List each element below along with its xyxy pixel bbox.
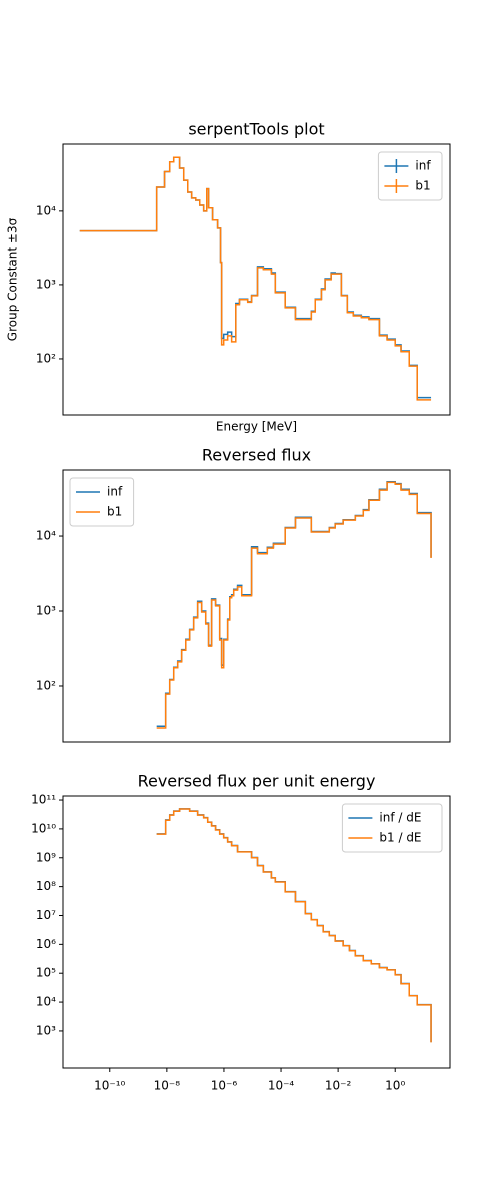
- y-tick-label: 10¹⁰: [31, 821, 56, 835]
- subplot: serpentTools plot Energy [MeV] Group Const…: [6, 120, 451, 434]
- legend-label: inf: [107, 485, 123, 499]
- axes-frame: [62, 795, 451, 1069]
- y-tick-label: 10³: [36, 604, 56, 618]
- legend-label: inf: [415, 159, 431, 173]
- x-tick-label: 10⁻⁸: [154, 1079, 181, 1093]
- step-line: [156, 808, 432, 1043]
- step-line: [79, 156, 432, 401]
- subplot: Reversed flux 10² 10³ 10⁴ inf b1: [36, 446, 451, 743]
- legend-box: [69, 477, 135, 527]
- y-tick-label: 10⁶: [36, 937, 56, 951]
- y-tick-label: 10⁸: [36, 879, 56, 893]
- x-tick-label: 10⁻⁶: [211, 1079, 238, 1093]
- y-tick-label: 10⁴: [36, 995, 56, 1009]
- legend-box: [377, 151, 443, 201]
- y-tick-label: 10²: [36, 351, 56, 365]
- y-tick-label: 10⁷: [36, 908, 56, 922]
- y-tick-label: 10⁴: [36, 529, 56, 543]
- x-tick-label: 10⁰: [385, 1079, 405, 1093]
- axes-frame: [62, 143, 451, 416]
- subplot-title: serpentTools plot: [188, 120, 324, 139]
- y-tick-label: 10⁹: [36, 850, 56, 864]
- legend-label: b1: [107, 505, 122, 519]
- y-tick-label: 10²: [36, 678, 56, 692]
- axes-frame: [62, 469, 451, 743]
- x-tick-label: 10⁻¹⁰: [94, 1079, 125, 1093]
- x-tick-label: 10⁻⁴: [268, 1079, 295, 1093]
- y-tick-label: 10³: [36, 1023, 56, 1037]
- y-tick-label: 10⁴: [36, 203, 56, 217]
- y-axis-label: Group Constant ±3σ: [6, 217, 20, 341]
- legend-label: b1: [415, 179, 430, 193]
- subplot-title: Reversed flux per unit energy: [138, 772, 376, 791]
- step-line: [156, 481, 432, 729]
- legend-label: inf / dE: [379, 811, 421, 825]
- legend-label: b1 / dE: [379, 831, 421, 845]
- y-tick-label: 10³: [36, 277, 56, 291]
- legend-box: [341, 803, 443, 853]
- x-tick-label: 10⁻²: [325, 1079, 352, 1093]
- x-axis-label: Energy [MeV]: [216, 420, 297, 434]
- subplot-title: Reversed flux: [202, 446, 311, 465]
- subplot: Reversed flux per unit energy 10³ 10⁴ 10⁵ 10…: [31, 772, 451, 1093]
- y-tick-label: 10¹¹: [31, 793, 56, 807]
- y-tick-label: 10⁵: [36, 966, 56, 980]
